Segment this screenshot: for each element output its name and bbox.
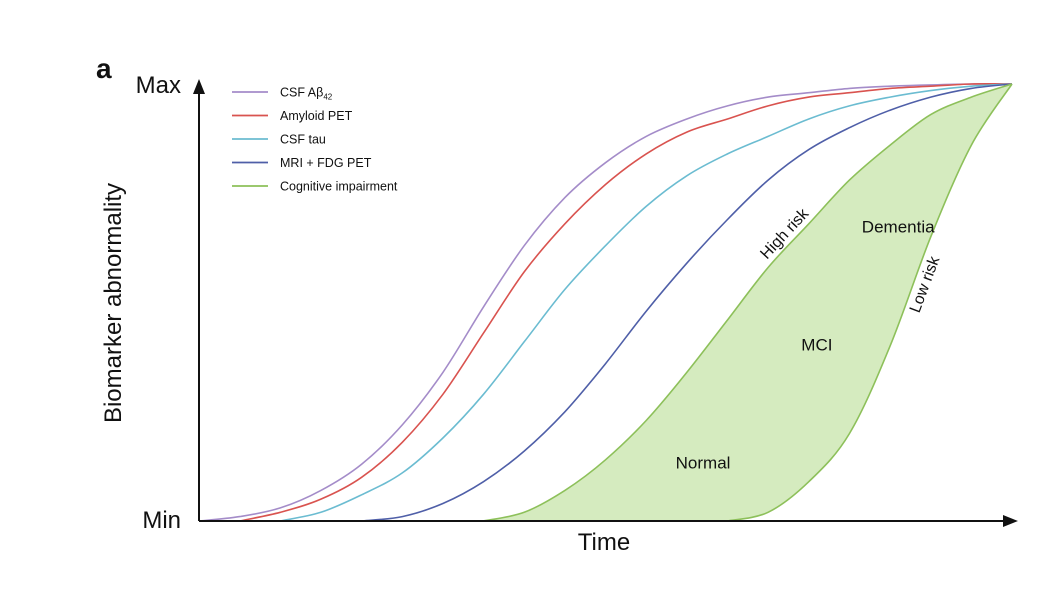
series-cognitive-impairment-line [483, 83, 1013, 522]
legend-label-csf-a-42: CSF Aβ42 [280, 86, 333, 102]
legend-label-mri-fdg-pet: MRI + FDG PET [280, 156, 372, 170]
curve-layer [198, 83, 1013, 522]
shaded-band-area [483, 84, 1012, 521]
series-csf-tau-line [280, 83, 1013, 522]
y-max-label: Max [136, 72, 181, 99]
annotation-mci: MCI [801, 336, 832, 355]
y-axis-label: Biomarker abnormality [100, 183, 127, 423]
series-amyloid-pet-line [239, 83, 1013, 522]
legend-label-csf-tau: CSF tau [280, 133, 326, 147]
x-axis-label: Time [578, 529, 630, 556]
y-min-label: Min [142, 507, 181, 534]
series-csf-a-42-line [198, 83, 1013, 522]
shaded-band-layer [483, 83, 1013, 522]
x-axis-arrow-icon [1003, 515, 1018, 527]
series-mri-fdg-pet-line [361, 83, 1013, 522]
legend: CSF Aβ42 Amyloid PET CSF tau MRI + FDG PET C… [232, 86, 398, 194]
annotation-dementia: Dementia [862, 218, 935, 237]
legend-label-cognitive-impairment: Cognitive impairment [280, 180, 398, 194]
annotation-layer: Normal MCI Dementia [676, 218, 935, 473]
y-axis-arrow-icon [193, 79, 205, 94]
panel-label: a [96, 53, 112, 84]
legend-label-amyloid-pet: Amyloid PET [280, 109, 353, 123]
annotation-normal: Normal [676, 454, 731, 473]
series-low-risk-line [727, 83, 1013, 522]
